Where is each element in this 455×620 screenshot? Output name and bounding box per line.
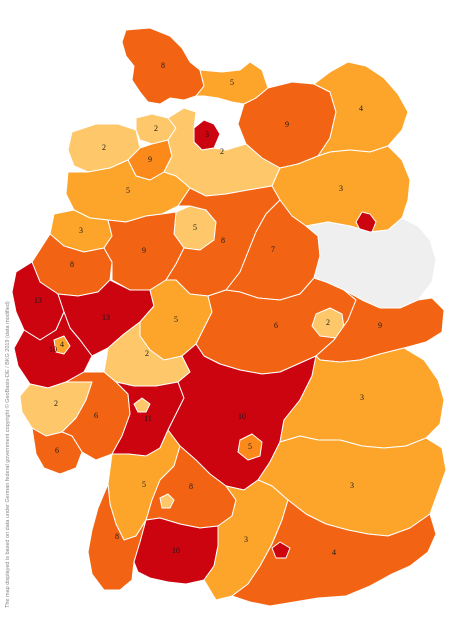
region-value-karlsruhe: 5 [142, 480, 146, 489]
region-value-oberpfalz: 3 [360, 393, 364, 402]
region-value-mv-west: 9 [285, 120, 289, 129]
region-value-niederbayern: 3 [350, 481, 354, 490]
region-value-nuernberg: 5 [248, 442, 252, 451]
region-value-darmstadt: 11 [144, 414, 152, 423]
region-value-schwaben: 3 [244, 535, 248, 544]
region-value-tuebingen: 10 [172, 546, 180, 555]
region-stuttgart-core[interactable] [159, 493, 175, 509]
region-muenchen[interactable] [271, 541, 291, 559]
region-value-giessen: 2 [145, 349, 149, 358]
region-koeln-inner[interactable] [53, 335, 71, 355]
region-value-weser-ems: 9 [148, 155, 152, 164]
region-value-vogtland: 2 [326, 318, 330, 327]
region-value-hannover: 3 [79, 226, 83, 235]
region-value-thueringen: 6 [274, 321, 278, 330]
region-value-koeln: 10 [49, 345, 57, 354]
region-layer [11, 27, 447, 607]
region-nuernberg[interactable] [237, 433, 263, 461]
region-koeln[interactable] [13, 311, 93, 389]
region-value-duesseldorf: 13 [34, 296, 42, 305]
region-freiburg[interactable] [87, 483, 147, 591]
region-value-sachsen-anhalt: 8 [221, 236, 225, 245]
region-value-bremen-north: 2 [154, 124, 158, 133]
region-value-oberbayern: 4 [332, 548, 336, 557]
region-schleswig[interactable] [121, 27, 205, 105]
region-value-erzgebirge: 9 [378, 321, 382, 330]
region-value-detmold: 9 [142, 246, 146, 255]
region-value-franken: 10 [238, 412, 246, 421]
region-frankfurt[interactable] [133, 397, 151, 413]
region-value-arnsberg: 13 [102, 313, 110, 322]
region-value-schleswig: 8 [161, 61, 165, 70]
region-value-freiburg: 8 [115, 532, 119, 541]
region-value-kassel: 5 [174, 315, 178, 324]
region-value-ostfriesland: 2 [102, 143, 106, 152]
region-value-trier: 6 [94, 411, 98, 420]
region-value-koeln-inner: 4 [60, 340, 64, 349]
region-trier[interactable] [61, 371, 131, 461]
region-value-muenster: 8 [70, 260, 74, 269]
region-value-hamburg: 3 [205, 130, 209, 139]
region-saarland[interactable] [31, 427, 83, 475]
region-value-holstein-east: 5 [230, 78, 234, 87]
region-value-koblenz: 2 [54, 399, 58, 408]
region-value-stuttgart: 8 [189, 482, 193, 491]
region-value-mv-east: 4 [359, 104, 363, 113]
region-value-saarland: 6 [55, 446, 59, 455]
region-value-anhalt-east: 7 [271, 245, 275, 254]
region-value-osnabrueck: 5 [126, 186, 130, 195]
region-value-braunschweig: 5 [193, 223, 197, 232]
region-value-brandenburg: 3 [339, 184, 343, 193]
region-value-lueneburg: 2 [220, 147, 224, 156]
region-oberbayern[interactable] [231, 499, 437, 607]
